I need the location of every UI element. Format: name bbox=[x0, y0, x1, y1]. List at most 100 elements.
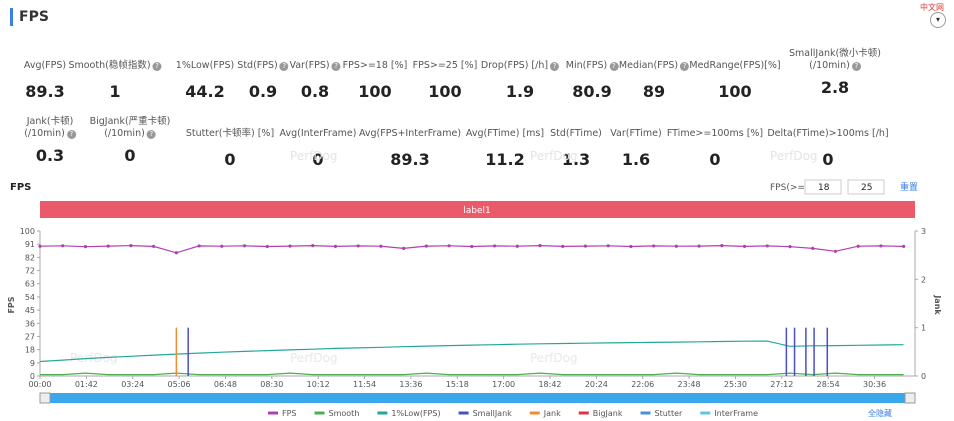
stat: FPS>=18 [%] 100 bbox=[343, 60, 408, 101]
threshold-label: FPS(>=) bbox=[770, 183, 808, 193]
stat-label-line: (/10min) bbox=[104, 128, 145, 139]
stat-label: FPS>=18 [%] bbox=[343, 60, 408, 72]
stat-label: SmallJank(微小卡顿) (/10min)? bbox=[789, 48, 881, 72]
threshold-input[interactable] bbox=[804, 179, 842, 195]
stat: 1%Low(FPS) 44.2 bbox=[176, 60, 234, 101]
x-tick-label: 05:06 bbox=[168, 380, 191, 389]
point bbox=[720, 244, 724, 248]
y-axis-label: FPS bbox=[7, 296, 16, 313]
stat: Drop(FPS) [/h]? 1.9 bbox=[481, 60, 560, 101]
stat-label: Stutter(卡顿率) [%] bbox=[186, 128, 274, 140]
help-icon: ? bbox=[279, 62, 289, 71]
x-tick-label: 00:00 bbox=[28, 380, 51, 389]
legend-label[interactable]: 1%Low(FPS) bbox=[391, 409, 440, 418]
stat: Var(FTime) 1.6 bbox=[610, 128, 661, 169]
chart-title: FPS bbox=[10, 182, 31, 193]
y-tick-label: 100 bbox=[20, 227, 35, 236]
y-tick-label: 18 bbox=[25, 346, 35, 355]
stat-label-line: Var(FPS) bbox=[289, 60, 330, 71]
threshold-value[interactable]: 25 bbox=[861, 183, 872, 193]
point bbox=[561, 244, 565, 248]
collapse-button[interactable]: ▾ bbox=[930, 12, 946, 28]
y2-tick-label: 3 bbox=[921, 227, 926, 236]
x-tick-label: 22:06 bbox=[631, 380, 654, 389]
y2-tick-label: 0 bbox=[921, 372, 926, 381]
legend-label[interactable]: Jank bbox=[543, 409, 561, 418]
x-tick-label: 20:24 bbox=[585, 380, 608, 389]
stat: Avg(FPS+InterFrame) 89.3 bbox=[359, 128, 461, 169]
stat: FTime>=100ms [%] 0 bbox=[667, 128, 763, 169]
help-icon: ? bbox=[146, 130, 156, 139]
reset-button[interactable]: 重置 bbox=[900, 181, 918, 193]
help-icon: ? bbox=[550, 62, 560, 71]
stat-label: Avg(InterFrame) bbox=[280, 128, 357, 140]
point bbox=[174, 251, 178, 255]
stat-label-line: Std(FTime) bbox=[550, 128, 602, 139]
x-tick-label: 15:18 bbox=[446, 380, 469, 389]
legend-label[interactable]: Stutter bbox=[655, 409, 683, 418]
stat-value: 80.9 bbox=[572, 82, 612, 101]
point bbox=[129, 244, 133, 248]
point bbox=[242, 244, 247, 248]
series-line bbox=[39, 340, 904, 363]
x-tick-label: 23:48 bbox=[678, 380, 701, 389]
stat-label: Std(FPS)? bbox=[237, 60, 289, 72]
point bbox=[288, 244, 292, 248]
point bbox=[356, 244, 360, 248]
point bbox=[583, 244, 588, 248]
legend-label[interactable]: InterFrame bbox=[714, 409, 758, 418]
label-band-text: label1 bbox=[463, 206, 491, 216]
threshold-value[interactable]: 18 bbox=[818, 183, 830, 193]
stat-label: Delta(FTime)>100ms [/h] bbox=[767, 128, 888, 140]
stat-label: BigJank(严重卡顿) (/10min)? bbox=[89, 116, 171, 140]
point bbox=[879, 244, 883, 248]
stat-label-line: Avg(InterFrame) bbox=[279, 128, 357, 139]
stat-label-line: Avg(FTime) [ms] bbox=[465, 128, 545, 139]
legend-label[interactable]: BigJank bbox=[593, 409, 623, 418]
slider-handle[interactable] bbox=[904, 392, 916, 404]
page-title: FPS bbox=[10, 8, 49, 26]
x-tick-label: 06:48 bbox=[214, 380, 237, 389]
point bbox=[61, 244, 65, 248]
stat-label-line: Stutter(卡顿率) [%] bbox=[185, 128, 275, 139]
stat-label-line: BigJank(严重卡顿) bbox=[89, 116, 171, 127]
y-tick-label: 27 bbox=[25, 332, 35, 341]
legend-label[interactable]: Smooth bbox=[329, 409, 360, 418]
stat: Jank(卡顿) (/10min)? 0.3 bbox=[24, 116, 76, 165]
y-tick-label: 63 bbox=[25, 280, 35, 289]
stat-label-line: FTime>=100ms [%] bbox=[666, 128, 764, 139]
stat-label-line: Avg(FPS) bbox=[23, 60, 67, 71]
point bbox=[379, 244, 383, 248]
point bbox=[447, 244, 451, 248]
slider-handle[interactable] bbox=[39, 392, 51, 404]
watermark: PerfDog bbox=[530, 351, 578, 365]
point bbox=[265, 244, 269, 249]
point bbox=[311, 244, 315, 248]
point bbox=[538, 244, 542, 248]
x-tick-label: 13:36 bbox=[399, 380, 422, 389]
x-tick-label: 01:42 bbox=[75, 380, 98, 389]
stat-label: Var(FPS)? bbox=[289, 60, 341, 72]
stat-label: Min(FPS)? bbox=[566, 60, 619, 72]
zoom-slider[interactable] bbox=[40, 393, 915, 403]
stat: Std(FTime) 1.3 bbox=[550, 128, 602, 169]
legend-label[interactable]: SmallJank bbox=[473, 409, 513, 418]
stat: Avg(FPS) 89.3 bbox=[24, 60, 66, 101]
stat-value: 89.3 bbox=[25, 82, 65, 101]
stat-label: Jank(卡顿) (/10min)? bbox=[24, 116, 76, 140]
stat-value: 0.8 bbox=[300, 82, 330, 101]
threshold-input[interactable] bbox=[847, 179, 885, 195]
stat-value: 100 bbox=[718, 82, 752, 101]
stat-label-line: FPS>=25 [%] bbox=[412, 60, 478, 71]
hide-all-button[interactable]: 全隐藏 bbox=[868, 408, 892, 418]
x-tick-label: 10:12 bbox=[307, 380, 330, 389]
stat: Avg(FTime) [ms] 11.2 bbox=[466, 128, 544, 169]
point bbox=[492, 244, 497, 248]
point bbox=[652, 244, 656, 248]
stat: Stutter(卡顿率) [%] 0 bbox=[186, 128, 274, 169]
point bbox=[674, 244, 678, 248]
legend-label[interactable]: FPS bbox=[282, 409, 297, 418]
stat-value: 100 bbox=[428, 82, 462, 101]
stat-value: 100 bbox=[358, 82, 392, 101]
help-icon: ? bbox=[66, 130, 76, 139]
